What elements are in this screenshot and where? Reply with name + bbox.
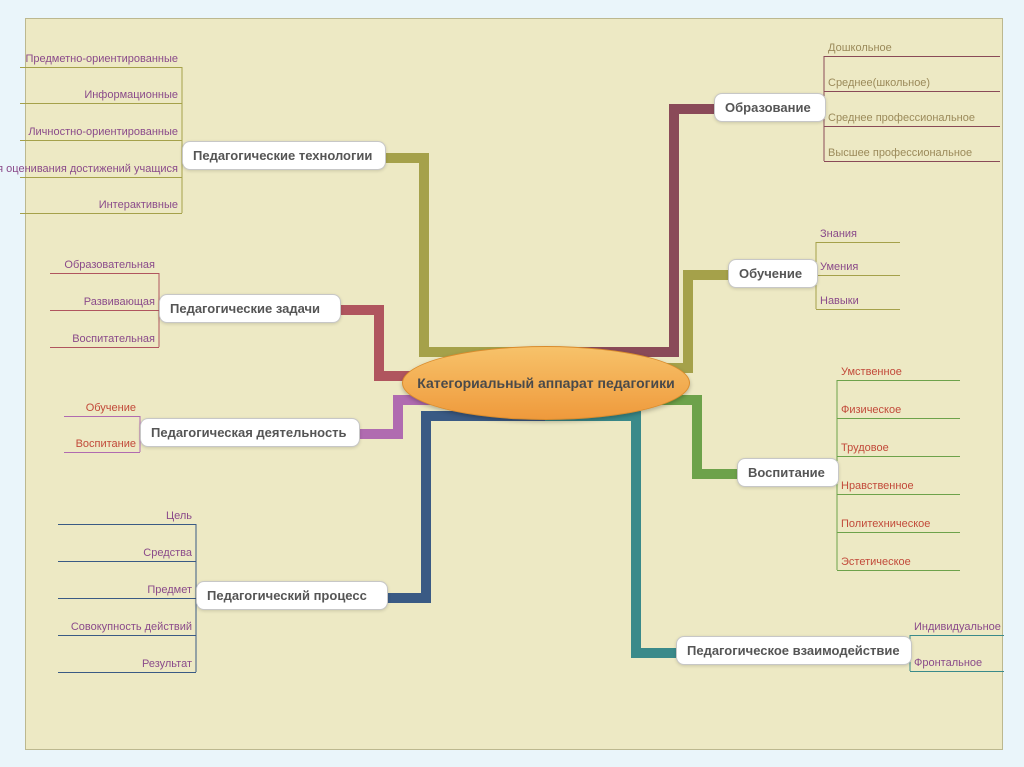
leaf-education-3: Высшее профессиональное: [828, 147, 972, 159]
branch-tasks: Педагогические задачи: [159, 294, 341, 323]
leaf-underline: [20, 177, 182, 178]
leaf-underline: [58, 672, 196, 673]
leaf-process-2: Предмет: [147, 584, 192, 596]
leaf-underline: [58, 635, 196, 636]
leaf-underline: [837, 532, 960, 533]
leaf-underline: [20, 103, 182, 104]
leaf-learning-1: Умения: [820, 261, 858, 273]
leaf-tasks-1: Развивающая: [84, 296, 155, 308]
leaf-learning-0: Знания: [820, 228, 857, 240]
leaf-underline: [837, 570, 960, 571]
leaf-underline: [816, 309, 900, 310]
leaf-underline: [58, 598, 196, 599]
leaf-underline: [20, 140, 182, 141]
central-node-label: Категориальный аппарат педагогики: [417, 375, 674, 391]
leaf-upbring-5: Эстетическое: [841, 556, 911, 568]
leaf-activity-0: Обучение: [86, 402, 136, 414]
leaf-upbring-3: Нравственное: [841, 480, 914, 492]
leaf-underline: [910, 635, 1004, 636]
leaf-underline: [64, 416, 140, 417]
leaf-learning-2: Навыки: [820, 295, 859, 307]
branch-education: Образование: [714, 93, 826, 122]
leaf-upbring-0: Умственное: [841, 366, 902, 378]
mindmap-diagram: Категориальный аппарат педагогики Педаго…: [0, 0, 1024, 767]
leaf-upbring-2: Трудовое: [841, 442, 889, 454]
leaf-underline: [64, 452, 140, 453]
leaf-underline: [816, 275, 900, 276]
leaf-education-0: Дошкольное: [828, 42, 892, 54]
leaf-process-0: Цель: [166, 510, 192, 522]
leaf-underline: [58, 524, 196, 525]
leaf-underline: [824, 91, 1000, 92]
leaf-underline: [837, 456, 960, 457]
leaf-underline: [910, 671, 1004, 672]
leaf-underline: [816, 242, 900, 243]
branch-learning: Обучение: [728, 259, 818, 288]
leaf-underline: [20, 213, 182, 214]
leaf-underline: [50, 273, 159, 274]
leaf-process-4: Результат: [142, 658, 192, 670]
leaf-underline: [837, 494, 960, 495]
leaf-tasks-0: Образовательная: [64, 259, 155, 271]
branch-activity: Педагогическая деятельность: [140, 418, 360, 447]
leaf-upbring-4: Политехническое: [841, 518, 930, 530]
leaf-tech-0: Предметно-ориентированные: [25, 53, 178, 65]
leaf-tech-2: Личностно-ориентированные: [28, 126, 178, 138]
leaf-underline: [50, 347, 159, 348]
leaf-upbring-1: Физическое: [841, 404, 901, 416]
central-node: Категориальный аппарат педагогики: [402, 346, 690, 420]
branch-upbring: Воспитание: [737, 458, 839, 487]
leaf-activity-1: Воспитание: [76, 438, 136, 450]
leaf-underline: [837, 418, 960, 419]
leaf-tech-4: Интерактивные: [99, 199, 178, 211]
branch-interact: Педагогическое взаимодействие: [676, 636, 912, 665]
leaf-underline: [824, 56, 1000, 57]
branch-process: Педагогический процесс: [196, 581, 388, 610]
leaf-education-2: Среднее профессиональное: [828, 112, 975, 124]
leaf-tasks-2: Воспитательная: [72, 333, 155, 345]
leaf-underline: [824, 161, 1000, 162]
leaf-tech-3: Технилогия оценивания достижений учащися: [0, 163, 178, 175]
leaf-education-1: Среднее(школьное): [828, 77, 930, 89]
leaf-interact-0: Индивидуальное: [914, 621, 1001, 633]
leaf-underline: [50, 310, 159, 311]
leaf-underline: [20, 67, 182, 68]
leaf-tech-1: Информационные: [84, 89, 178, 101]
leaf-underline: [837, 380, 960, 381]
branch-tech: Педагогические технологии: [182, 141, 386, 170]
leaf-underline: [58, 561, 196, 562]
leaf-process-1: Средства: [143, 547, 192, 559]
leaf-underline: [824, 126, 1000, 127]
leaf-interact-1: Фронтальное: [914, 657, 982, 669]
leaf-process-3: Совокупность действий: [71, 621, 192, 633]
